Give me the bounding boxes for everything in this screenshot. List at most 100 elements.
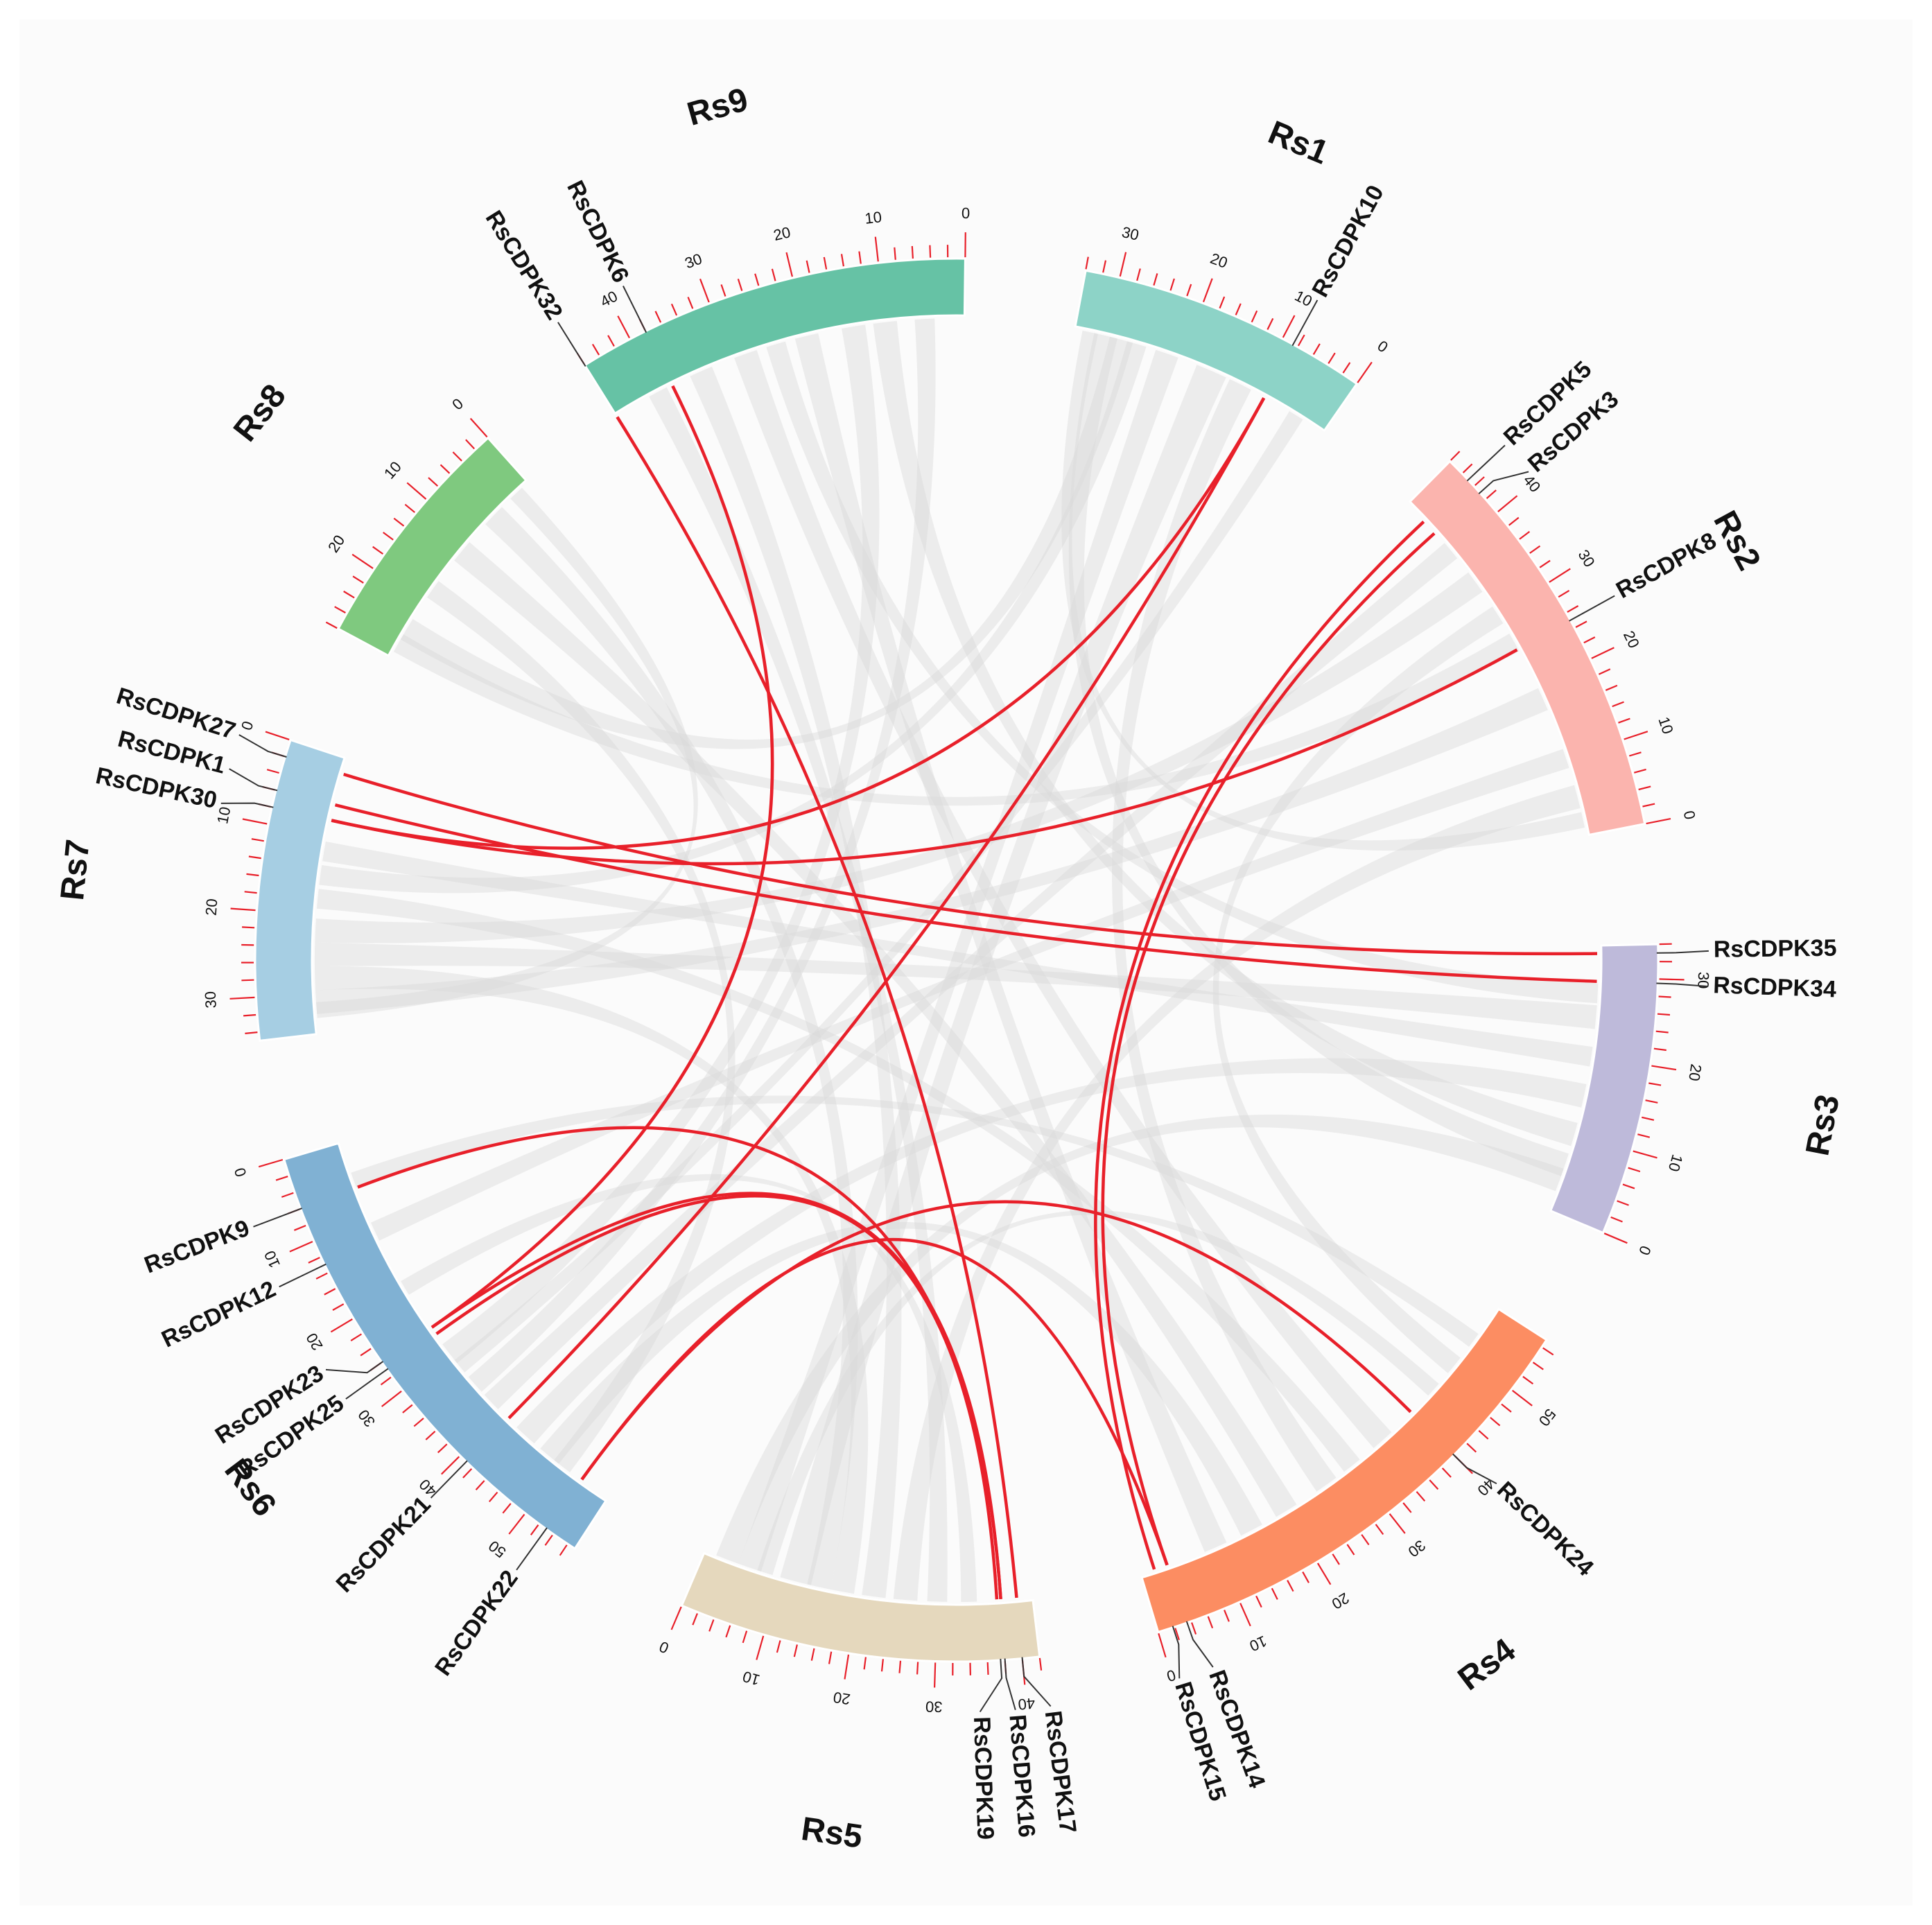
tick-label-rs4-50: 50 [1535, 1405, 1560, 1429]
tick-label-rs6-20: 20 [303, 1330, 327, 1354]
background-link-12 [780, 365, 1226, 1585]
background-link-33 [484, 543, 1458, 1409]
tick-rs4-18 [1302, 1571, 1309, 1583]
tick-rs4-46 [1490, 1417, 1501, 1427]
gene-pointer-rscdpk21 [430, 1460, 468, 1499]
tick-rs5-12 [776, 1640, 781, 1653]
tick-rs6-16 [324, 1288, 336, 1296]
tick-rs1-16 [1235, 303, 1242, 315]
tick-label-rs7-0: 0 [238, 719, 257, 732]
tick-rs8-10 [406, 482, 427, 500]
tick-rs2-42 [1486, 489, 1497, 499]
gene-label-rscdpk32: RsCDPK32 [480, 206, 568, 324]
tick-label-rs9-30: 30 [682, 250, 704, 272]
gene-pointer-rscdpk19 [979, 1658, 1003, 1713]
tick-label-rs3-20: 20 [1685, 1063, 1705, 1082]
chromosome-label-rs5: Rs5 [799, 1811, 865, 1856]
tick-rs1-32 [1102, 260, 1107, 273]
chromosome-arc-rs1 [1074, 269, 1359, 433]
background-link-22 [322, 842, 1593, 1067]
tick-rs5-14 [793, 1644, 798, 1657]
tick-rs1-0 [1357, 361, 1373, 383]
tick-rs7-4 [266, 769, 279, 774]
tick-rs4-2 [1174, 1628, 1180, 1641]
gene-label-rscdpk35: RsCDPK35 [1714, 935, 1837, 963]
gene-label-rscdpk16: RsCDPK16 [1004, 1714, 1040, 1838]
background-link-35 [766, 341, 1599, 1004]
tick-rs6-22 [350, 1333, 362, 1342]
tick-rs6-20 [330, 1318, 353, 1333]
tick-rs9-20 [785, 252, 793, 277]
tick-rs6-54 [544, 1534, 553, 1546]
tick-label-rs9-0: 0 [961, 204, 971, 222]
tick-rs6-24 [360, 1348, 372, 1357]
gene-rscdpk35: RsCDPK35 [1656, 935, 1837, 963]
tick-rs4-32 [1402, 1502, 1412, 1513]
gene-pointer-rscdpk23 [325, 1361, 384, 1374]
tick-rs8-16 [383, 532, 394, 541]
chromosome-label-rs9: Rs9 [684, 81, 752, 133]
tick-rs6-34 [413, 1418, 424, 1427]
tick-label-rs2-20: 20 [1620, 628, 1643, 651]
tick-rs6-2 [275, 1176, 288, 1181]
tick-label-rs9-40: 40 [598, 287, 620, 311]
tick-rs9-8 [894, 247, 896, 260]
tick-rs8-14 [393, 517, 405, 527]
tick-rs5-8 [742, 1630, 748, 1644]
tick-rs2-20 [1591, 647, 1615, 659]
gene-rscdpk10: RsCDPK10 [1291, 181, 1389, 347]
tick-rs2-8 [1628, 751, 1642, 757]
tick-rs9-26 [737, 278, 743, 291]
tick-label-rs9-10: 10 [864, 208, 882, 227]
tick-rs6-40 [441, 1456, 460, 1475]
chromosome-arc-rs9 [583, 257, 966, 415]
tick-rs8-24 [343, 591, 355, 599]
tick-rs6-50 [508, 1513, 525, 1535]
tick-label-rs4-20: 20 [1329, 1589, 1352, 1613]
gene-label-rscdpk9: RsCDPK9 [141, 1215, 253, 1279]
tick-rs2-44 [1474, 476, 1485, 487]
background-link-2 [314, 942, 1597, 1029]
tick-rs7-32 [243, 1013, 256, 1017]
tick-label-rs4-0: 0 [1165, 1666, 1178, 1685]
link-rscdpk17-rscdpk32 [616, 416, 1018, 1599]
tick-rs5-20 [844, 1654, 850, 1680]
gene-rscdpk9: RsCDPK9 [141, 1208, 302, 1278]
tick-rs2-12 [1618, 717, 1630, 724]
tick-rs1-30 [1119, 252, 1127, 277]
tick-label-rs1-0: 0 [1374, 337, 1391, 356]
tick-label-rs7-10: 10 [214, 805, 234, 826]
tick-rs3-8 [1628, 1167, 1641, 1173]
gene-pointer-rscdpk32 [557, 322, 586, 367]
tick-rs4-10 [1239, 1603, 1251, 1627]
tick-rs9-16 [823, 256, 828, 270]
tick-rs9-32 [687, 297, 694, 309]
tick-rs5-2 [692, 1613, 698, 1626]
gene-pointer-rscdpk30 [220, 802, 274, 808]
tick-rs1-18 [1219, 296, 1226, 309]
tick-rs1-24 [1169, 278, 1175, 291]
gene-pointer-rscdpk34 [1656, 982, 1709, 987]
tick-rs2-28 [1558, 589, 1570, 598]
gene-pointer-rscdpk6 [623, 286, 647, 333]
tick-rs2-2 [1642, 803, 1655, 808]
tick-rs3-26 [1657, 1013, 1671, 1016]
gene-pointer-rscdpk35 [1656, 950, 1709, 954]
chromosome-arc-rs3 [1549, 943, 1660, 1235]
tick-rs6-4 [281, 1192, 294, 1198]
background-link-36 [393, 634, 1520, 806]
tick-rs4-34 [1416, 1491, 1426, 1502]
gene-label-rscdpk24: RsCDPK24 [1492, 1477, 1599, 1581]
tick-rs8-6 [440, 464, 451, 474]
tick-rs8-20 [351, 553, 374, 569]
background-link-20 [1212, 607, 1504, 1373]
tick-label-rs2-0: 0 [1680, 809, 1699, 821]
tick-label-rs4-10: 10 [1247, 1632, 1269, 1655]
gene-label-rscdpk6: RsCDPK6 [562, 177, 634, 287]
tick-rs3-4 [1617, 1200, 1629, 1206]
gene-label-rscdpk12: RsCDPK12 [157, 1275, 280, 1352]
gene-label-rscdpk21: RsCDPK21 [331, 1491, 436, 1598]
chromosome-arc-rs2 [1408, 460, 1646, 837]
tick-rs7-14 [248, 855, 261, 860]
tick-rs4-0 [1158, 1632, 1167, 1658]
